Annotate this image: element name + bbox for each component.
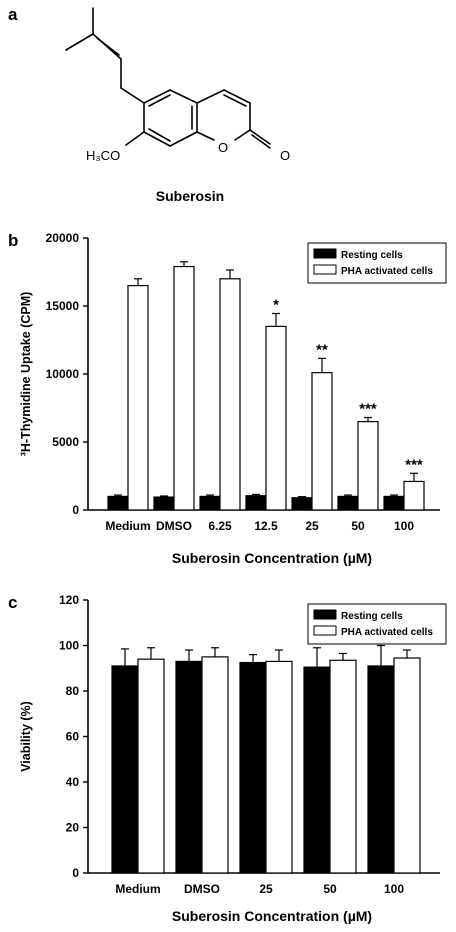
x-tick-label: DMSO xyxy=(184,882,220,896)
bar-pha-activated xyxy=(357,421,379,511)
bar-resting xyxy=(245,495,267,511)
bar-resting xyxy=(383,495,405,511)
ring-oxygen-label: O xyxy=(218,140,228,155)
panel-c-axes: 0 20 40 60 80 100 120 Viability (%) Suberosin Co… xyxy=(19,593,440,924)
y-tick-label: 40 xyxy=(66,775,80,789)
legend-swatch xyxy=(313,248,337,259)
x-tick-label: Medium xyxy=(105,519,150,533)
bar-resting xyxy=(111,665,139,874)
compound-name: Suberosin xyxy=(156,188,224,204)
x-tick-label: 25 xyxy=(259,882,273,896)
panel-c-bars xyxy=(111,644,421,874)
significance-marker: * xyxy=(273,296,279,313)
carbonyl-oxygen-label: O xyxy=(280,148,290,163)
legend-label: Resting cells xyxy=(341,611,403,622)
y-tick-label: 120 xyxy=(59,593,79,607)
x-tick-label: 100 xyxy=(384,882,404,896)
suberosin-structure xyxy=(65,7,271,149)
significance-marker: *** xyxy=(359,401,377,418)
legend-label: PHA activated cells xyxy=(341,266,433,277)
y-tick-label: 20000 xyxy=(46,231,80,245)
y-tick-label: 10000 xyxy=(46,367,80,381)
legend-swatch xyxy=(313,264,337,275)
x-tick-label: 50 xyxy=(351,519,365,533)
bar-resting xyxy=(153,496,175,511)
bar-pha-activated xyxy=(265,325,287,511)
x-axis-label: Suberosin Concentration (µM) xyxy=(172,908,372,924)
panel-c-labels: Medium DMSO 25 50 100 xyxy=(115,882,404,896)
panel-b-legend: Resting cells PHA activated cells xyxy=(307,242,447,284)
bar-pha-activated xyxy=(201,656,229,874)
y-tick-label: 60 xyxy=(66,730,80,744)
bar-pha-activated xyxy=(137,658,165,874)
x-tick-label: Medium xyxy=(115,882,160,896)
y-axis-label: Viability (%) xyxy=(19,701,33,772)
bar-resting xyxy=(337,495,359,511)
panel-a: a xyxy=(8,5,290,204)
methoxy-label: H₃CO xyxy=(86,148,120,163)
significance-marker: *** xyxy=(405,456,423,473)
bar-resting xyxy=(199,495,221,511)
legend-swatch xyxy=(313,609,337,620)
bar-pha-activated xyxy=(219,278,241,511)
bar-resting xyxy=(175,660,203,874)
bar-resting xyxy=(107,495,129,511)
bar-resting xyxy=(291,497,313,511)
y-tick-label: 0 xyxy=(72,866,79,880)
panel-c-letter: c xyxy=(8,593,17,612)
y-tick-label: 15000 xyxy=(46,299,80,313)
x-tick-label: 12.5 xyxy=(254,519,278,533)
bar-pha-activated xyxy=(265,660,293,874)
panel-c-chart: c 0 20 40 60 80 100 120 Viability (%) Suberosin … xyxy=(8,593,447,924)
bar-resting xyxy=(367,665,395,874)
y-tick-label: 100 xyxy=(59,639,79,653)
legend-label: PHA activated cells xyxy=(341,627,433,638)
y-axis-label: ³H-Thymidine Uptake (CPM) xyxy=(19,292,33,457)
bar-resting xyxy=(239,661,267,874)
panel-a-letter: a xyxy=(8,5,18,24)
y-tick-label: 5000 xyxy=(52,435,79,449)
y-tick-label: 20 xyxy=(66,821,80,835)
x-tick-label: 25 xyxy=(305,519,319,533)
x-tick-label: 100 xyxy=(394,519,414,533)
panel-b-letter: b xyxy=(8,231,18,250)
panel-b-labels: Medium DMSO 6.25 * 12.5 ** 25 *** 50 *** 100 xyxy=(105,296,423,533)
legend-swatch xyxy=(313,625,337,636)
x-tick-label: 50 xyxy=(323,882,337,896)
legend-label: Resting cells xyxy=(341,250,403,261)
x-tick-label: DMSO xyxy=(156,519,192,533)
significance-marker: ** xyxy=(316,341,328,358)
bar-pha-activated xyxy=(173,265,195,511)
bar-pha-activated xyxy=(329,659,357,874)
bar-pha-activated xyxy=(393,657,421,874)
panel-b-chart: b 0 5000 10000 15000 20000 ³H-Thymidine Uptak… xyxy=(8,231,447,566)
panel-b-bars xyxy=(107,261,425,511)
bar-pha-activated xyxy=(127,285,149,511)
y-tick-label: 0 xyxy=(72,503,79,517)
x-axis-label: Suberosin Concentration (µM) xyxy=(172,550,372,566)
y-tick-label: 80 xyxy=(66,684,80,698)
bar-pha-activated xyxy=(403,480,425,511)
panel-c-legend: Resting cells PHA activated cells xyxy=(307,603,447,645)
bar-pha-activated xyxy=(311,372,333,511)
x-tick-label: 6.25 xyxy=(208,519,232,533)
bar-resting xyxy=(303,666,331,874)
